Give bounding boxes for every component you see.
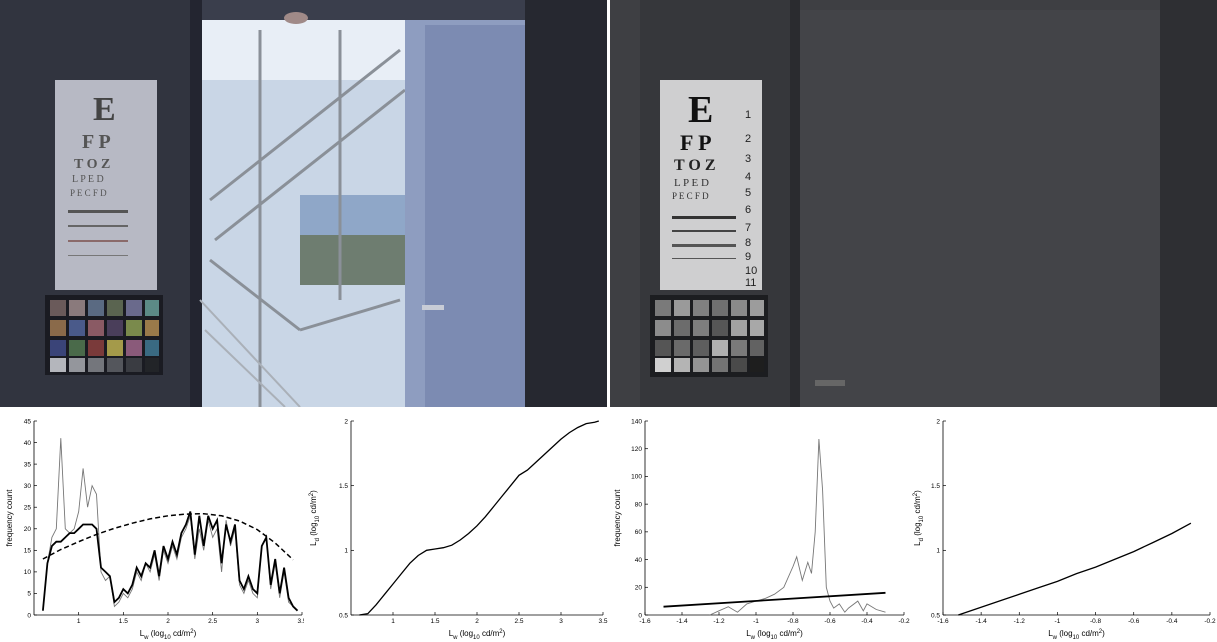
x-tick-label: 1 (391, 618, 395, 625)
y-tick-label: 0 (638, 612, 642, 619)
x-tick-label: 2 (475, 618, 479, 625)
y-tick-label: 5 (27, 591, 31, 598)
x-tick-label: -0.8 (1090, 618, 1102, 625)
x-tick-label: 3 (559, 618, 563, 625)
x-tick-label: -1.2 (713, 618, 725, 625)
series-line-black (958, 522, 1192, 616)
x-tick-label: -0.8 (787, 618, 799, 625)
x-tick-label: 1.5 (430, 618, 439, 625)
y-axis-label: frequency count (5, 489, 14, 547)
y-tick-label: 0.5 (931, 612, 940, 619)
eye-chart-row-number: 10 (745, 265, 757, 277)
y-tick-label: 0.5 (339, 612, 348, 619)
y-tick-label: 120 (631, 446, 642, 453)
eye-chart-row-number: 6 (745, 204, 751, 216)
svg-text:E: E (688, 89, 713, 131)
x-tick-label: 1 (77, 618, 81, 625)
svg-text:F P: F P (82, 131, 111, 153)
x-tick-label: 3.5 (598, 618, 607, 625)
svg-text:T O Z: T O Z (674, 157, 716, 174)
x-tick-label: -1 (753, 618, 759, 625)
x-tick-label: 2.5 (208, 618, 217, 625)
series-line-thin-gray (42, 438, 298, 612)
eye-chart-row-number: 3 (745, 153, 751, 165)
eye-chart-row-number: 11 (745, 277, 756, 289)
x-tick-label: -0.4 (861, 618, 873, 625)
x-tick-label: -1.4 (976, 618, 988, 625)
x-tick-label: -0.4 (1166, 618, 1178, 625)
tone-curve-chart-right: -1.6 -1.4 -1.2 -1 -0.8 -0.6 -0.4 -0.2 0.5 1 1.5 2 Lw… (913, 418, 1216, 641)
series-line-black (359, 420, 599, 616)
svg-text:L P E D: L P E D (674, 177, 709, 189)
y-tick-label: 40 (24, 440, 32, 447)
series-line-thick-black (663, 591, 886, 608)
histogram-chart-left: 1 1.5 2 2.5 3 3.5 0 5 10 15 20 25 30 35 40 45 Lw (log10 … (5, 418, 304, 641)
x-axis-label: Lw (log10 cd/m2) (1048, 629, 1105, 641)
y-tick-label: 25 (24, 505, 32, 512)
y-tick-label: 45 (24, 418, 32, 425)
x-tick-label: -0.2 (898, 618, 910, 625)
x-axis-label: Lw (log10 cd/m2) (746, 629, 803, 641)
eye-chart-row-number: 4 (745, 171, 751, 183)
y-tick-label: 40 (635, 557, 643, 564)
eye-chart-row-number: 9 (745, 251, 751, 263)
x-tick-label: -1.6 (937, 618, 949, 625)
svg-text:F P: F P (680, 130, 712, 155)
y-tick-label: 2 (344, 418, 348, 425)
x-tick-label: -1.2 (1014, 618, 1026, 625)
eye-chart-row-number: 1 (745, 109, 751, 121)
photo-panels: E F P T O Z L P E D P E C F D E F P T O … (0, 0, 1217, 407)
eye-chart-row-number: 5 (745, 187, 751, 199)
y-tick-label: 140 (631, 418, 642, 425)
series-line-thin-gray (709, 438, 886, 616)
y-tick-label: 35 (24, 461, 32, 468)
y-tick-label: 10 (24, 569, 32, 576)
y-tick-label: 1.5 (931, 483, 940, 490)
svg-text:L P E D: L P E D (72, 174, 104, 185)
x-tick-label: -0.6 (824, 618, 836, 625)
svg-text:P E C F D: P E C F D (672, 191, 709, 201)
x-tick-label: -1.6 (639, 618, 651, 625)
y-tick-label: 100 (631, 474, 642, 481)
y-tick-label: 20 (24, 526, 32, 533)
y-tick-label: 30 (24, 483, 32, 490)
y-tick-label: 1 (936, 548, 940, 555)
eye-chart-row-number: 8 (745, 237, 751, 249)
left-photo-hallway: E F P T O Z L P E D P E C F D (0, 0, 607, 407)
x-tick-label: -0.2 (1204, 618, 1216, 625)
y-tick-label: 20 (635, 585, 643, 592)
x-tick-label: -0.6 (1128, 618, 1140, 625)
x-tick-label: -1 (1055, 618, 1061, 625)
x-tick-label: 3 (256, 618, 260, 625)
y-tick-label: 80 (635, 501, 643, 508)
y-tick-label: 15 (24, 548, 32, 555)
y-tick-label: 0 (27, 612, 31, 619)
y-axis-label: Ld (log10 cd/m2) (913, 490, 925, 546)
tone-curve-chart-left: 1 1.5 2 2.5 3 3.5 0.5 1 1.5 2 Lw (log10 cd/m2) Ld (… (309, 418, 608, 641)
svg-text:T O Z: T O Z (74, 157, 110, 172)
y-tick-label: 1 (344, 548, 348, 555)
x-tick-label: 3.5 (297, 618, 304, 625)
x-axis-label: Lw (log10 cd/m2) (140, 629, 197, 641)
series-line-dashed-black (42, 512, 294, 561)
x-tick-label: 2 (166, 618, 170, 625)
svg-text:P E C F D: P E C F D (70, 188, 107, 198)
x-tick-label: 1.5 (119, 618, 128, 625)
histogram-chart-right: -1.6 -1.4 -1.2 -1 -0.8 -0.6 -0.4 -0.2 0 20 40 60 80 1… (613, 418, 910, 641)
eye-chart-row-number: 7 (745, 222, 751, 234)
y-axis-label: Ld (log10 cd/m2) (309, 490, 321, 546)
x-tick-label: -1.4 (676, 618, 688, 625)
eye-chart-row-number: 2 (745, 133, 751, 145)
x-axis-label: Lw (log10 cd/m2) (449, 629, 506, 641)
right-photo-hallway: E F P T O Z L P E D P E C F D 1234567891… (610, 0, 1217, 407)
svg-text:E: E (93, 91, 116, 128)
y-tick-label: 60 (635, 529, 643, 536)
y-tick-label: 1.5 (339, 483, 348, 490)
y-axis-label: frequency count (613, 489, 622, 547)
series-line-thick-black (42, 511, 299, 612)
y-tick-label: 2 (936, 418, 940, 425)
x-tick-label: 2.5 (514, 618, 523, 625)
